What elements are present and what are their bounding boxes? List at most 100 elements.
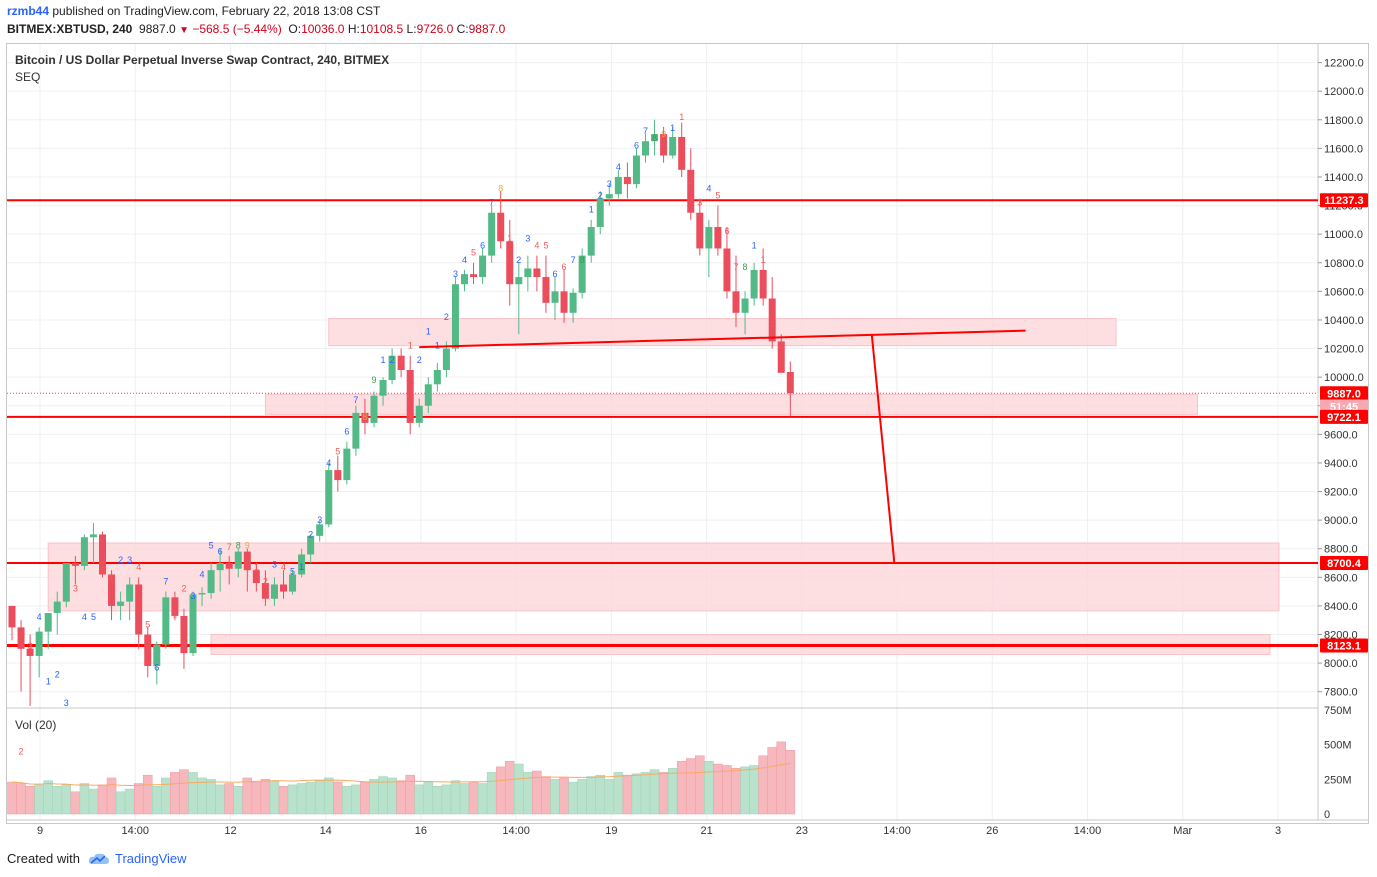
candle[interactable] <box>243 548 251 592</box>
candle[interactable] <box>153 641 161 685</box>
candle[interactable] <box>198 587 206 606</box>
candle[interactable] <box>225 555 233 585</box>
candle[interactable] <box>651 119 659 156</box>
candle[interactable] <box>361 398 369 435</box>
candle[interactable] <box>207 563 215 599</box>
candle[interactable] <box>325 462 333 528</box>
time-tick-label: Mar <box>1173 825 1192 837</box>
candle[interactable] <box>35 627 43 678</box>
candle[interactable] <box>135 577 143 649</box>
candle[interactable] <box>741 291 749 335</box>
candle[interactable] <box>26 634 34 706</box>
price-tick-label: 12000.0 <box>1324 86 1364 98</box>
candle[interactable] <box>587 219 595 263</box>
candle[interactable] <box>89 522 97 564</box>
candle[interactable] <box>714 205 722 256</box>
candle[interactable] <box>388 348 396 385</box>
candle-body <box>723 248 731 292</box>
candle[interactable] <box>189 591 197 656</box>
candle[interactable] <box>144 627 152 678</box>
candle[interactable] <box>162 591 170 649</box>
candle[interactable] <box>334 455 342 492</box>
candle[interactable] <box>71 555 79 585</box>
candle[interactable] <box>551 277 559 320</box>
candle[interactable] <box>569 288 577 323</box>
candle[interactable] <box>479 248 487 285</box>
candle[interactable] <box>451 277 459 352</box>
candle[interactable] <box>379 377 387 406</box>
candle[interactable] <box>777 334 785 373</box>
candle[interactable] <box>488 205 496 263</box>
candle[interactable] <box>560 269 568 323</box>
candle[interactable] <box>596 191 604 235</box>
candle[interactable] <box>117 591 125 621</box>
candle[interactable] <box>298 548 306 578</box>
candle[interactable] <box>678 122 686 177</box>
candle[interactable] <box>750 262 758 306</box>
candle[interactable] <box>108 570 116 621</box>
candle[interactable] <box>397 348 405 378</box>
candle[interactable] <box>80 534 88 571</box>
candle[interactable] <box>352 405 360 456</box>
candle[interactable] <box>289 570 297 595</box>
candle[interactable] <box>433 362 441 392</box>
footer: Created with TradingView <box>7 851 187 866</box>
candle[interactable] <box>234 548 242 578</box>
candle[interactable] <box>696 198 704 256</box>
author-link[interactable]: rzmb44 <box>7 4 50 18</box>
price-tick-label: 7800.0 <box>1324 687 1358 699</box>
candle[interactable] <box>614 169 622 199</box>
sequential-count: 1 <box>254 562 259 572</box>
candle[interactable] <box>316 520 324 542</box>
candle[interactable] <box>669 126 677 159</box>
candle[interactable] <box>524 255 532 292</box>
candle[interactable] <box>280 570 287 599</box>
indicator-label: SEQ <box>15 70 40 84</box>
candle[interactable] <box>542 255 550 313</box>
candle[interactable] <box>786 361 794 417</box>
candle[interactable] <box>705 219 713 278</box>
candle[interactable] <box>180 608 188 669</box>
candle[interactable] <box>660 126 668 163</box>
candle[interactable] <box>759 248 767 306</box>
candle[interactable] <box>424 377 432 413</box>
candle[interactable] <box>632 148 640 189</box>
candle[interactable] <box>515 262 523 335</box>
candle[interactable] <box>370 391 378 428</box>
candle[interactable] <box>343 441 351 485</box>
candle[interactable] <box>605 184 613 206</box>
target-projection-line[interactable] <box>870 334 896 564</box>
price-label: 8700.4 <box>1327 558 1362 570</box>
candle[interactable] <box>461 269 468 292</box>
candle[interactable] <box>8 605 16 641</box>
candle[interactable] <box>470 262 478 285</box>
candle[interactable] <box>533 255 541 292</box>
candle[interactable] <box>99 531 106 578</box>
candle[interactable] <box>578 248 586 299</box>
candle[interactable] <box>415 398 423 428</box>
volume-bar <box>269 780 280 815</box>
candle[interactable] <box>216 548 224 592</box>
candle[interactable] <box>261 570 269 606</box>
candle[interactable] <box>307 534 315 564</box>
candle[interactable] <box>44 613 52 649</box>
candle[interactable] <box>53 591 61 635</box>
candle[interactable] <box>497 191 505 249</box>
neckline-trendline[interactable] <box>419 329 1026 349</box>
candle[interactable] <box>506 219 514 306</box>
candle-body <box>660 134 668 156</box>
candle[interactable] <box>687 148 695 220</box>
candle[interactable] <box>642 134 649 163</box>
candle[interactable] <box>62 563 70 608</box>
tradingview-link[interactable]: TradingView <box>88 851 187 866</box>
candle[interactable] <box>406 355 414 435</box>
candle[interactable] <box>732 255 740 328</box>
candle[interactable] <box>17 620 25 692</box>
candle[interactable] <box>171 591 179 621</box>
candle[interactable] <box>623 162 631 199</box>
candle[interactable] <box>270 577 278 606</box>
candle[interactable] <box>252 563 260 592</box>
candle[interactable] <box>723 227 731 299</box>
candle[interactable] <box>126 577 134 621</box>
